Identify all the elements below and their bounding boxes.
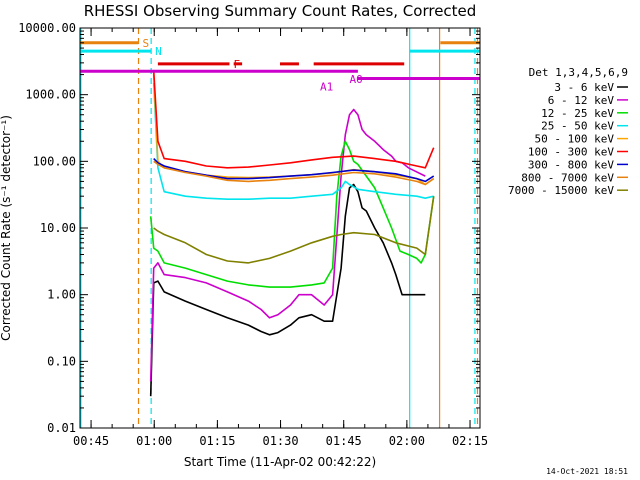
y-tick-label: 1000.00 (25, 88, 76, 102)
x-axis-label: Start Time (11-Apr-02 00:42:22) (184, 455, 376, 469)
legend-title: Det 1,3,4,5,6,9 (529, 66, 628, 79)
chart-title: RHESSI Observing Summary Count Rates, Co… (84, 2, 477, 20)
series-line (152, 70, 435, 169)
flag-label: A1 (320, 80, 333, 93)
legend-entry-label: 50 - 100 keV (535, 133, 615, 146)
legend-entry-label: 3 - 6 keV (554, 81, 614, 94)
series-line (153, 196, 435, 264)
x-tick-label: 01:30 (262, 434, 298, 448)
y-tick-label: 0.10 (47, 354, 76, 368)
y-tick-label: 10000.00 (18, 21, 76, 35)
x-tick-label: 02:15 (452, 434, 488, 448)
series-line (149, 108, 426, 382)
flag-label: F (233, 58, 240, 71)
legend-entry-label: 12 - 25 keV (541, 107, 614, 120)
series-line (153, 158, 435, 183)
y-axis-label: Corrected Count Rate (s⁻¹ detector⁻¹) (0, 115, 13, 341)
y-tick-label: 1.00 (47, 288, 76, 302)
legend-entry-label: 7000 - 15000 keV (508, 184, 614, 197)
x-tick-label: 01:00 (136, 434, 172, 448)
footer-date: 14-Oct-2021 18:51 (546, 467, 628, 476)
legend-entry-label: 25 - 50 keV (541, 120, 614, 133)
flag-label: S (143, 37, 150, 50)
flag-label: A0 (349, 73, 362, 86)
x-tick-label: 01:15 (199, 434, 235, 448)
y-tick-label: 100.00 (33, 154, 76, 168)
series-line (152, 82, 434, 200)
legend-entry-label: 300 - 800 keV (528, 158, 614, 171)
flag-label: N (155, 45, 162, 58)
x-tick-label: 02:00 (389, 434, 425, 448)
series-line (149, 183, 426, 397)
y-tick-label: 10.00 (40, 221, 76, 235)
y-tick-label: 0.01 (47, 421, 76, 435)
x-tick-label: 00:45 (73, 434, 109, 448)
x-tick-label: 01:45 (326, 434, 362, 448)
legend-entry-label: 100 - 300 keV (528, 146, 614, 159)
legend-entry-label: 800 - 7000 keV (521, 171, 614, 184)
series-line (153, 160, 435, 186)
legend-entry-label: 6 - 12 keV (548, 94, 615, 107)
